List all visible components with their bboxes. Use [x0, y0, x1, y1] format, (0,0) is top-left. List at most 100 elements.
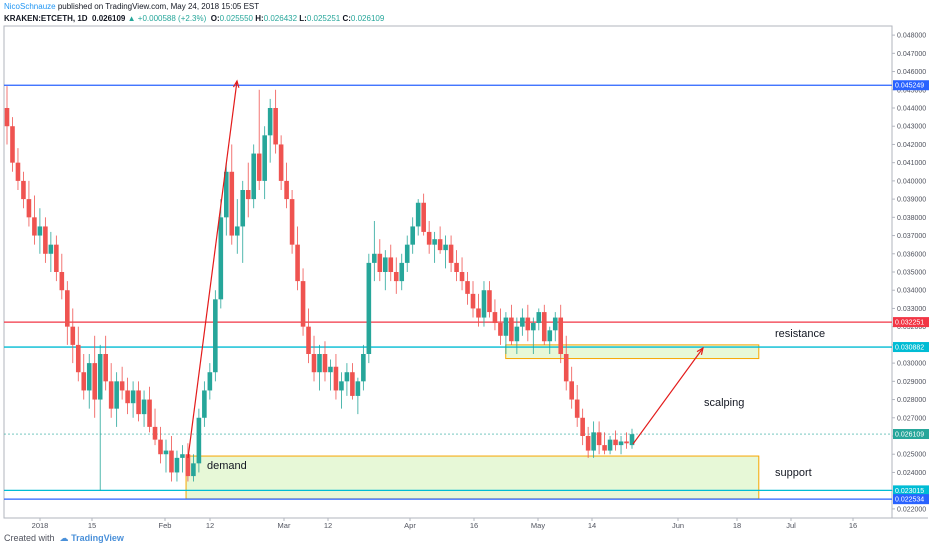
y-tick-label: 0.044000: [897, 106, 926, 113]
candle-body: [37, 226, 43, 236]
candle-body: [476, 308, 481, 318]
candle-body: [97, 354, 103, 400]
candle-body: [278, 144, 284, 181]
candle-body: [284, 180, 289, 200]
candle-body: [629, 434, 635, 446]
chart-header-author-line: NicoSchnauze published on TradingView.co…: [4, 2, 259, 11]
candle-body: [251, 153, 257, 200]
x-tick-label: 15: [88, 521, 96, 530]
x-tick-label: 2018: [32, 521, 49, 530]
demand-zone: [185, 455, 760, 500]
candle-body: [525, 317, 531, 331]
candle-body: [125, 390, 130, 404]
candle-body: [470, 293, 476, 309]
candle-body: [196, 417, 202, 464]
candle-body: [136, 390, 141, 415]
last-price-tag: [893, 429, 929, 440]
candle-body: [169, 450, 174, 473]
symbol-label: KRAKEN:ETCETH, 1D: [4, 14, 88, 23]
last-price-value: 0.026109: [92, 14, 126, 23]
candle-body: [295, 244, 300, 282]
candle-body: [300, 281, 306, 327]
candle-body: [355, 381, 361, 396]
candle-body: [410, 226, 416, 245]
cyan-support-price-label: 0.023015: [895, 488, 924, 495]
candle-body: [448, 244, 454, 263]
candle-body: [119, 381, 125, 391]
candle-body: [92, 363, 98, 400]
candle-body: [240, 190, 246, 227]
x-tick-label: 14: [588, 521, 596, 530]
candle-body: [130, 390, 136, 404]
candle-body: [223, 171, 229, 218]
up-triangle-icon: ▲: [127, 14, 136, 23]
candle-body: [86, 363, 92, 391]
candle-body: [421, 202, 426, 232]
candle-body: [536, 312, 542, 324]
candle-body: [585, 436, 591, 451]
candle-body: [262, 135, 267, 181]
y-tick-label: 0.037000: [897, 233, 926, 240]
candle-body: [350, 372, 355, 396]
blue-resistance-price-label: 0.045249: [895, 83, 924, 90]
candle-body: [377, 253, 383, 272]
x-tick-label: Apr: [404, 521, 416, 530]
x-tick-label: 16: [470, 521, 478, 530]
candle-body: [147, 399, 152, 427]
candle-body: [437, 239, 443, 251]
candle-body: [54, 244, 59, 272]
candle-body: [207, 372, 213, 391]
candle-body: [333, 366, 339, 391]
change-value: +0.000588 (+2.3%): [137, 14, 207, 23]
y-tick-label: 0.046000: [897, 69, 926, 76]
candle-body: [317, 354, 322, 373]
y-tick-label: 0.024000: [897, 470, 926, 477]
candle-body: [399, 262, 405, 282]
candle-body: [185, 454, 191, 477]
candle-body: [465, 281, 470, 294]
candle-body: [114, 381, 119, 409]
tradingview-brand[interactable]: TradingView: [71, 533, 124, 543]
author-link[interactable]: NicoSchnauze: [4, 2, 56, 11]
blue-support-price-tag: [893, 494, 929, 505]
candle-body: [459, 272, 465, 282]
resistance-label: resistance: [775, 328, 825, 340]
candle-body: [108, 381, 114, 409]
x-tick-label: Jul: [786, 521, 796, 530]
candle-body: [607, 439, 613, 451]
x-tick-label: 18: [733, 521, 741, 530]
y-tick-label: 0.035000: [897, 270, 926, 277]
candle-body: [65, 290, 70, 327]
cyan-support-price-tag: [893, 485, 929, 496]
candle-body: [81, 372, 87, 391]
candle-body: [531, 323, 536, 331]
plot-frame: [3, 25, 893, 519]
candle-body: [569, 381, 574, 400]
candle-body: [432, 239, 437, 245]
rally-arrow-head: [232, 79, 240, 88]
candle-body: [372, 253, 377, 263]
candle-body: [21, 180, 26, 200]
y-tick-label: 0.025000: [897, 452, 926, 459]
candle-body: [498, 323, 503, 336]
candle-body: [552, 317, 558, 331]
open-label: O:: [210, 14, 220, 23]
published-text: published on TradingView.com, May 24, 20…: [55, 2, 260, 11]
footer: Created with ☁ TradingView: [4, 533, 124, 544]
scalping-arrow: [632, 347, 704, 445]
candle-body: [547, 330, 553, 342]
y-tick-label: 0.036000: [897, 251, 926, 258]
y-tick-label: 0.040000: [897, 178, 926, 185]
x-tick-label: Mar: [278, 521, 291, 530]
y-tick-label: 0.034000: [897, 288, 926, 295]
candle-body: [415, 202, 421, 227]
candle-body: [558, 317, 564, 354]
candle-body: [234, 226, 240, 236]
support-label: support: [775, 467, 812, 479]
y-tick-label: 0.039000: [897, 197, 926, 204]
candle-body: [256, 153, 262, 181]
candle-body: [520, 317, 525, 327]
candle-body: [213, 299, 218, 373]
low-value: 0.025251: [306, 14, 341, 23]
